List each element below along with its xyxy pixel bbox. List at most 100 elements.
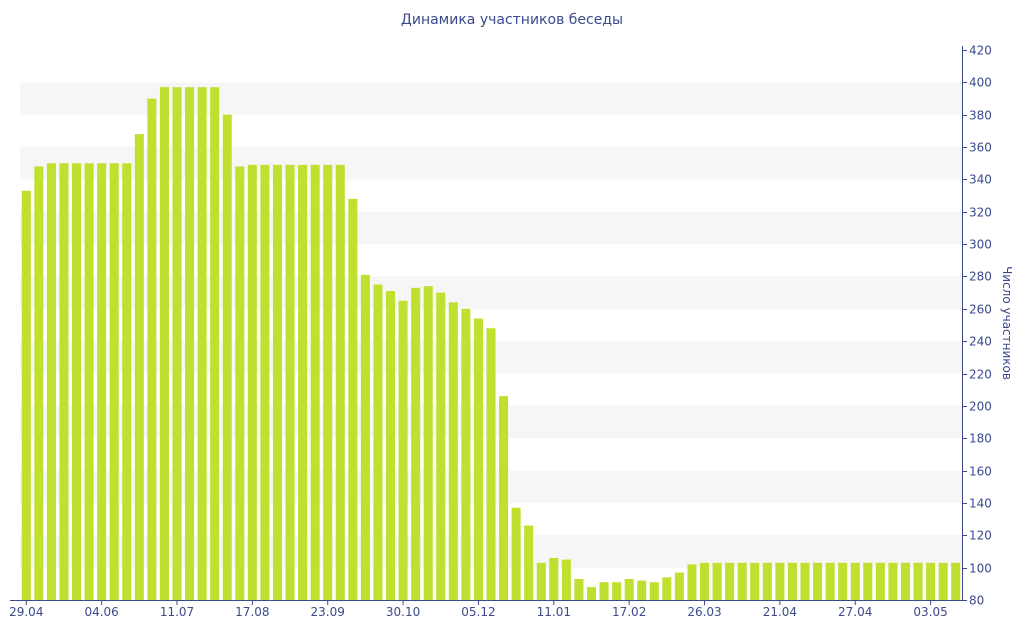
bar — [888, 562, 898, 600]
bar — [875, 562, 885, 600]
bar — [21, 190, 31, 601]
x-tick-label: 04.06 — [84, 605, 118, 619]
bar — [599, 582, 609, 600]
y-axis-title: Число участников — [1000, 266, 1014, 380]
bar — [762, 562, 772, 600]
bar — [159, 87, 169, 600]
bar — [549, 557, 559, 600]
x-tick-label: 11.01 — [537, 605, 571, 619]
bar — [662, 577, 672, 600]
x-tick-label: 11.07 — [160, 605, 194, 619]
x-tick-label: 21.04 — [763, 605, 797, 619]
y-tick-label: 160 — [969, 465, 992, 479]
bar — [285, 164, 295, 600]
bar — [825, 562, 835, 600]
bar — [109, 163, 119, 601]
bar — [838, 562, 848, 600]
bar — [586, 587, 596, 600]
x-tick-label: 03.05 — [913, 605, 947, 619]
bar — [46, 163, 56, 601]
bar — [938, 562, 948, 600]
bar — [649, 582, 659, 600]
chart-title: Динамика участников беседы — [400, 12, 624, 28]
bar — [536, 562, 546, 600]
bar — [373, 284, 383, 600]
bar — [84, 163, 94, 601]
bar — [926, 562, 936, 600]
bar — [499, 396, 509, 600]
bar — [674, 572, 684, 600]
bar — [700, 562, 710, 600]
bar — [473, 318, 483, 600]
bar — [323, 164, 333, 600]
bar — [235, 166, 245, 600]
y-tick-label: 280 — [969, 270, 992, 284]
bar — [448, 302, 458, 600]
bar — [260, 164, 270, 600]
bar — [272, 164, 282, 600]
bar — [386, 291, 396, 600]
bar — [461, 308, 471, 600]
bar — [398, 300, 408, 600]
x-tick-label: 17.02 — [612, 605, 646, 619]
bar — [122, 163, 132, 601]
bar — [624, 578, 634, 600]
bar — [97, 163, 107, 601]
bar — [787, 562, 797, 600]
y-tick-label: 200 — [969, 400, 992, 414]
bar — [574, 578, 584, 600]
bar — [687, 564, 697, 600]
bar — [348, 198, 358, 600]
x-tick-label: 17.08 — [235, 605, 269, 619]
bar — [750, 562, 760, 600]
y-tick-label: 340 — [969, 173, 992, 187]
x-tick-label: 23.09 — [311, 605, 345, 619]
bar — [298, 164, 308, 600]
bar — [247, 164, 257, 600]
bar — [511, 507, 521, 600]
bar — [612, 582, 622, 600]
bar — [524, 525, 534, 600]
x-tick-label: 30.10 — [386, 605, 420, 619]
y-tick-label: 100 — [969, 562, 992, 576]
bar — [561, 559, 571, 600]
bar — [436, 292, 446, 600]
y-tick-label: 380 — [969, 109, 992, 123]
bar — [310, 164, 320, 600]
bar — [59, 163, 69, 601]
y-tick-label: 400 — [969, 76, 992, 90]
bar — [800, 562, 810, 600]
bar — [637, 580, 647, 600]
x-tick-label: 27.04 — [838, 605, 872, 619]
y-tick-label: 180 — [969, 432, 992, 446]
bar — [197, 87, 207, 600]
bar — [423, 286, 433, 600]
bar — [775, 562, 785, 600]
bar — [360, 274, 370, 600]
y-tick-label: 300 — [969, 238, 992, 252]
bar — [813, 562, 823, 600]
y-tick-label: 220 — [969, 368, 992, 382]
x-tick-label: 29.04 — [9, 605, 43, 619]
bar — [725, 562, 735, 600]
x-tick-label: 05.12 — [461, 605, 495, 619]
bar — [147, 98, 157, 600]
bar — [411, 287, 421, 600]
bar — [712, 562, 722, 600]
bar — [863, 562, 873, 600]
bar — [222, 114, 232, 601]
bar — [34, 166, 44, 600]
bar — [900, 562, 910, 600]
bar — [134, 134, 144, 600]
bar — [172, 87, 182, 600]
y-tick-label: 80 — [969, 594, 984, 608]
y-tick-label: 120 — [969, 529, 992, 543]
y-tick-label: 260 — [969, 303, 992, 317]
y-tick-label: 140 — [969, 497, 992, 511]
bar — [951, 562, 961, 600]
bar — [72, 163, 82, 601]
bar — [737, 562, 747, 600]
x-tick-label: 26.03 — [687, 605, 721, 619]
